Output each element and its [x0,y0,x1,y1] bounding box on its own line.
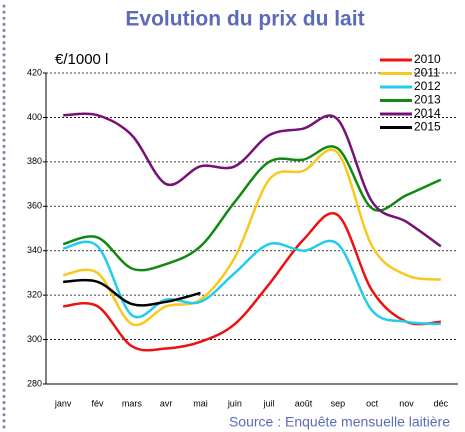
x-tick-label: avr [160,398,173,408]
y-tick-label: 300 [27,334,42,344]
series-line [62,148,441,327]
x-tick-label: oct [366,398,379,408]
legend-label: 2012 [414,79,441,93]
x-tick-label: déc [434,398,449,408]
x-tick-label: nov [399,398,414,408]
x-tick-label: sep [331,398,346,408]
x-tick-label: août [295,398,313,408]
x-tick-label: juil [263,398,275,408]
legend-label: 2015 [414,120,441,134]
legend-label: 2013 [414,93,441,107]
series-line [63,212,441,352]
legend-label: 2010 [414,52,441,66]
chart-title: Evolution du prix du lait [125,8,364,31]
x-tick-label: fév [91,398,104,408]
source: Source : Enquête mensuelle laitière [229,414,450,430]
legend-label: 2011 [414,66,440,80]
x-tick-label: mars [122,398,142,408]
y-tick-label: 340 [27,245,42,255]
y-tick-label: 420 [27,67,42,77]
series-line [63,112,442,248]
y-tick-label: 280 [27,378,42,388]
y-tick-label: 320 [27,290,42,300]
x-tick-label: janv [54,398,72,408]
x-tick-label: juin [227,398,242,408]
y-tick-label: 400 [27,112,42,122]
y-axis-label: €/1000 l [55,51,108,68]
legend-label: 2014 [414,106,441,120]
y-tick-label: 360 [27,201,42,211]
x-tick-label: mai [193,398,208,408]
series-line [63,278,201,307]
series-line [62,239,441,326]
series-line [62,145,442,272]
y-tick-label: 380 [27,156,42,166]
